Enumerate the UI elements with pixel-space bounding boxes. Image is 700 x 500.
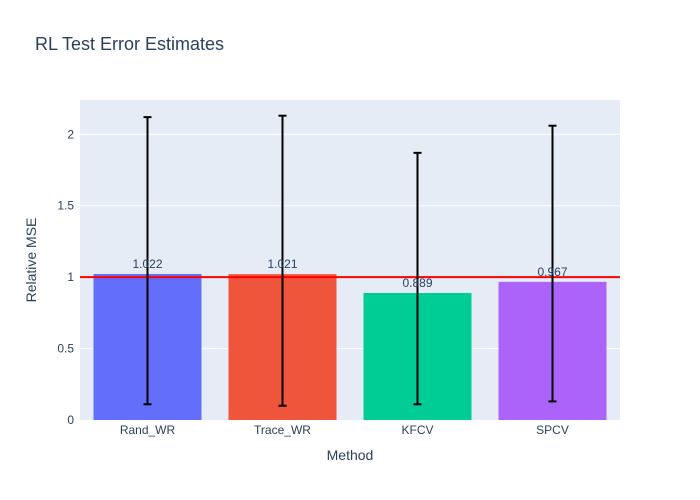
y-tick-label: 0 bbox=[67, 413, 74, 427]
bar-value-label: 0.889 bbox=[402, 276, 432, 290]
bar-value-labels: 1.022 1.021 0.889 0.967 bbox=[132, 257, 567, 290]
x-axis-title: Method bbox=[327, 447, 374, 463]
y-tick-label: 2 bbox=[67, 127, 74, 141]
bar-value-label: 1.021 bbox=[267, 257, 297, 271]
x-tick-label: KFCV bbox=[401, 423, 433, 437]
y-tick-label: 0.5 bbox=[57, 342, 74, 356]
y-tick-label: 1.5 bbox=[57, 199, 74, 213]
bar-value-label: 1.022 bbox=[132, 257, 162, 271]
x-tick-label: SPCV bbox=[536, 423, 569, 437]
x-tick-label: Trace_WR bbox=[254, 423, 311, 437]
y-tick-label: 1 bbox=[67, 270, 74, 284]
y-axis-ticks: 0 0.5 1 1.5 2 bbox=[57, 127, 74, 427]
error-bars bbox=[143, 114, 557, 407]
x-tick-label: Rand_WR bbox=[120, 423, 176, 437]
y-axis-title: Relative MSE bbox=[23, 218, 39, 303]
bar-value-label: 0.967 bbox=[537, 265, 567, 279]
x-axis-ticks: Rand_WR Trace_WR KFCV SPCV bbox=[120, 423, 569, 437]
chart-title: RL Test Error Estimates bbox=[35, 34, 224, 54]
